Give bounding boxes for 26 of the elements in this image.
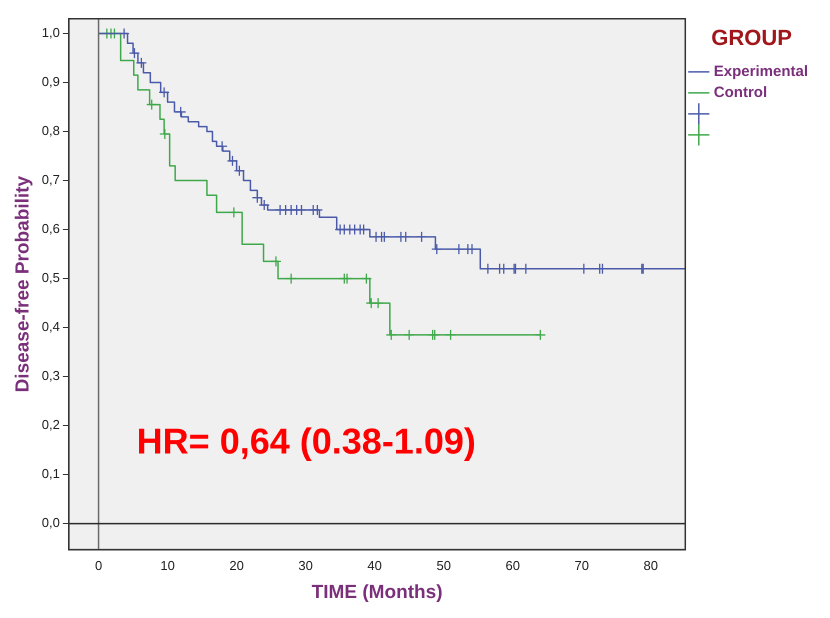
x-tick-label: 70 bbox=[574, 558, 589, 573]
x-tick-label: 20 bbox=[229, 558, 244, 573]
y-tick-label: 0,6 bbox=[42, 221, 60, 236]
y-tick-label: 0,4 bbox=[42, 319, 60, 334]
y-tick-label: 0,3 bbox=[42, 368, 60, 384]
x-tick-label: 0 bbox=[94, 558, 102, 573]
x-tick-label: 60 bbox=[505, 558, 520, 573]
x-tick-label: 40 bbox=[367, 558, 382, 573]
x-axis-title: TIME (Months) bbox=[312, 582, 443, 603]
y-tick-label: 0,8 bbox=[42, 123, 60, 138]
y-tick-label: 0,0 bbox=[42, 515, 60, 530]
x-tick-label: 50 bbox=[436, 558, 451, 573]
x-tick-label: 30 bbox=[298, 558, 313, 573]
annotation: HR= 0,64 (0.38-1.09) bbox=[136, 420, 476, 462]
y-tick-label: 0,9 bbox=[42, 74, 60, 90]
x-tick-label: 80 bbox=[644, 558, 658, 573]
y-tick-label: 0,2 bbox=[42, 417, 60, 432]
legend-title: GROUP bbox=[711, 25, 792, 50]
legend-label: Experimental bbox=[714, 63, 808, 80]
y-tick-label: 0,5 bbox=[42, 270, 60, 286]
legend-label: Control bbox=[714, 84, 768, 102]
y-tick-label: 1,0 bbox=[42, 25, 60, 40]
x-tick-label: 10 bbox=[160, 558, 175, 573]
y-tick-label: 0,1 bbox=[42, 466, 60, 482]
y-tick-label: 0,7 bbox=[42, 172, 60, 188]
y-axis-title: Disease-free Probability bbox=[12, 176, 34, 392]
